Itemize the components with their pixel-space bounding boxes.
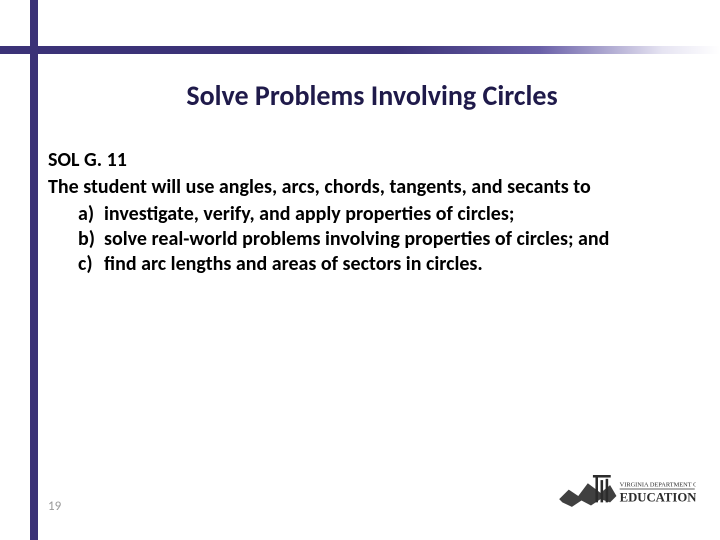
vdoe-logo-icon: VIRGINIA DEPARTMENT OF EDUCATION <box>556 466 696 526</box>
horizontal-accent-bar <box>0 46 720 54</box>
list-item: c) find arc lengths and areas of sectors… <box>78 252 688 277</box>
lead-text: The student will use angles, arcs, chord… <box>48 175 688 200</box>
vertical-accent-bar <box>30 0 38 540</box>
slide: Solve Problems Involving Circles SOL G. … <box>0 0 720 540</box>
list-marker: a) <box>78 202 104 227</box>
page-number: 19 <box>48 499 61 514</box>
list-marker: b) <box>78 227 104 252</box>
svg-text:VIRGINIA DEPARTMENT OF: VIRGINIA DEPARTMENT OF <box>620 481 696 488</box>
sol-code: SOL G. 11 <box>48 148 688 173</box>
slide-title: Solve Problems Involving Circles <box>72 78 672 113</box>
list-marker: c) <box>78 252 104 277</box>
vdoe-logo: VIRGINIA DEPARTMENT OF EDUCATION <box>556 466 696 526</box>
list-text: find arc lengths and areas of sectors in… <box>104 252 483 277</box>
list-item: b) solve real-world problems involving p… <box>78 227 688 252</box>
list-item: a) investigate, verify, and apply proper… <box>78 202 688 227</box>
list-text: solve real-world problems involving prop… <box>104 227 609 252</box>
svg-text:EDUCATION: EDUCATION <box>620 491 696 505</box>
list-text: investigate, verify, and apply propertie… <box>104 202 514 227</box>
slide-body: SOL G. 11 The student will use angles, a… <box>48 148 688 277</box>
item-list: a) investigate, verify, and apply proper… <box>48 202 688 277</box>
